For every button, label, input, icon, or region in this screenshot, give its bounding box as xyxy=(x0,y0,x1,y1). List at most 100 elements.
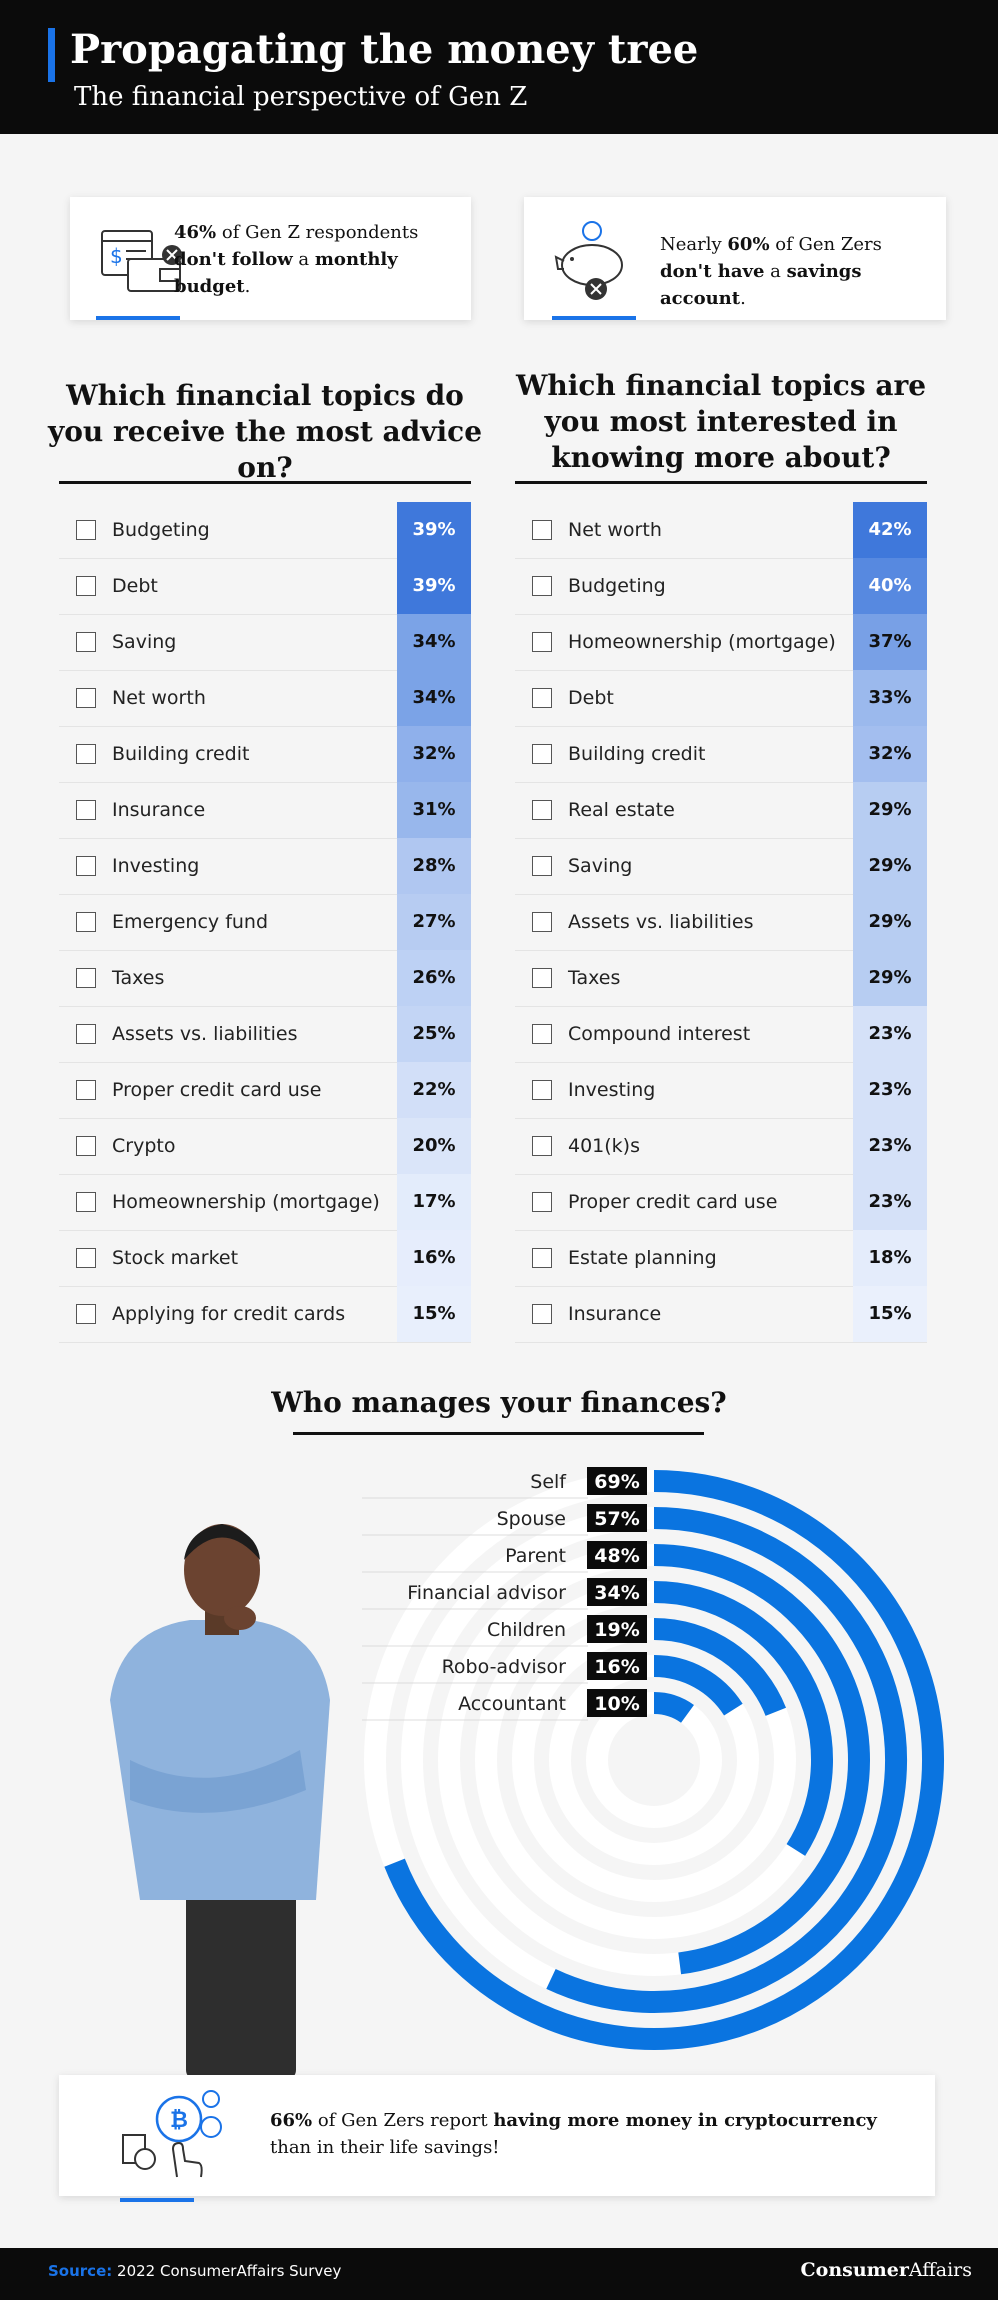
value-label: 37% xyxy=(868,631,912,652)
table-row: Investing 28% xyxy=(59,838,471,895)
svg-text:₿: ₿ xyxy=(170,2108,188,2133)
value-label: 29% xyxy=(868,911,912,932)
table-row: Taxes 26% xyxy=(59,950,471,1007)
person-illustration xyxy=(110,1524,330,2080)
category-label: Financial advisor xyxy=(407,1582,566,1604)
chart-title: Which financial topics do you receive th… xyxy=(47,379,483,484)
stat-run: 60% xyxy=(727,234,770,255)
value-label: 42% xyxy=(868,519,912,540)
row-label: Stock market xyxy=(112,1247,239,1269)
row-label: Homeownership (mortgage) xyxy=(112,1191,380,1213)
source-text: 2022 ConsumerAffairs Survey xyxy=(117,2262,342,2280)
logo: ConsumerAffairs xyxy=(801,2259,972,2281)
row-label: Building credit xyxy=(112,743,250,765)
stat-run: . xyxy=(740,288,746,309)
row-label: Homeownership (mortgage) xyxy=(568,631,836,653)
stat-run: than in their life savings! xyxy=(270,2137,500,2158)
subtitle: The financial perspective of Gen Z xyxy=(74,82,528,112)
row-label: Net worth xyxy=(568,519,662,541)
table-row: Budgeting 40% xyxy=(515,558,927,615)
value-label: 28% xyxy=(412,855,456,876)
stat-run: don't follow xyxy=(174,249,293,270)
value-cell: 17% xyxy=(397,1174,471,1230)
table-row: Emergency fund 27% xyxy=(59,894,471,951)
value-label: 18% xyxy=(868,1247,912,1268)
value-cell: 33% xyxy=(853,670,927,726)
value-label: 10% xyxy=(594,1693,639,1715)
checkbox xyxy=(532,968,552,988)
value-label: 34% xyxy=(412,687,456,708)
value-label: 39% xyxy=(412,575,456,596)
checkbox xyxy=(76,1024,96,1044)
radial-bar xyxy=(384,1470,944,2050)
checkbox xyxy=(532,1192,552,1212)
row-label: Saving xyxy=(112,631,177,653)
value-label: 23% xyxy=(868,1135,912,1156)
value-cell: 40% xyxy=(853,558,927,614)
row-label: Assets vs. liabilities xyxy=(112,1023,298,1045)
value-label: 69% xyxy=(594,1471,639,1493)
row-label: Budgeting xyxy=(568,575,666,597)
row-label: Insurance xyxy=(568,1303,662,1325)
value-label: 15% xyxy=(412,1303,456,1324)
checkbox xyxy=(76,1304,96,1324)
row-label: Taxes xyxy=(112,967,165,989)
value-label: 23% xyxy=(868,1023,912,1044)
table-row: Debt 33% xyxy=(515,670,927,727)
checkbox xyxy=(76,912,96,932)
radial-chart: 69% Self 57% Spouse 48% Parent 34% Financial ad… xyxy=(362,1467,944,2050)
row-label: Proper credit card use xyxy=(568,1191,778,1213)
value-label: 16% xyxy=(594,1656,639,1678)
category-label: Accountant xyxy=(458,1693,566,1715)
table-row: Building credit 32% xyxy=(59,726,471,783)
checkbox xyxy=(532,800,552,820)
table-row: 401(k)s 23% xyxy=(515,1118,927,1175)
checkbox xyxy=(76,1192,96,1212)
table-row: Assets vs. liabilities 29% xyxy=(515,894,927,951)
table-row: Debt 39% xyxy=(59,558,471,615)
ring-track xyxy=(586,1692,722,1828)
row-label: Compound interest xyxy=(568,1023,751,1045)
stat-card: ₿ 66% of Gen Zers report having more mon… xyxy=(59,2075,935,2196)
stat-run: . xyxy=(244,276,251,297)
category-label: Spouse xyxy=(497,1508,566,1530)
stat-text: 66% of Gen Zers report having more money… xyxy=(270,2107,910,2161)
checkbox xyxy=(76,688,96,708)
row-label: Saving xyxy=(568,855,633,877)
value-cell: 16% xyxy=(397,1230,471,1286)
value-cell: 29% xyxy=(853,782,927,838)
table-row: Applying for credit cards 15% xyxy=(59,1286,471,1343)
value-cell: 31% xyxy=(397,782,471,838)
budget-icon: $ xyxy=(101,230,182,292)
stat-run: 46% xyxy=(174,222,217,243)
checkbox xyxy=(76,632,96,652)
radial-bar xyxy=(653,1581,833,1856)
chart-title: Which financial topics are you most inte… xyxy=(515,369,927,474)
value-cell: 18% xyxy=(853,1230,927,1286)
value-label: 29% xyxy=(868,799,912,820)
radial-bar xyxy=(653,1655,743,1716)
piggy-icon xyxy=(554,221,623,300)
title-rule xyxy=(293,1432,704,1435)
value-cell: 23% xyxy=(853,1006,927,1062)
value-cell: 34% xyxy=(397,670,471,726)
stat-run: monthly budget xyxy=(174,249,398,297)
title: Propagating the money tree xyxy=(70,26,699,73)
stat-run: a xyxy=(764,261,787,282)
checkbox xyxy=(532,744,552,764)
value-label: 20% xyxy=(412,1135,456,1156)
svg-text:$: $ xyxy=(110,244,123,268)
checkbox xyxy=(532,1248,552,1268)
value-cell: 25% xyxy=(397,1006,471,1062)
table-row: Insurance 31% xyxy=(59,782,471,839)
stat-run: of Gen Zers report xyxy=(312,2110,494,2131)
stat-text: Nearly 60% of Gen Zers don't have a savi… xyxy=(660,231,930,312)
card-accent xyxy=(96,316,180,320)
table-row: Estate planning 18% xyxy=(515,1230,927,1287)
table-row: Net worth 34% xyxy=(59,670,471,727)
row-label: Estate planning xyxy=(568,1247,717,1269)
checkbox xyxy=(532,576,552,596)
value-label: 29% xyxy=(868,855,912,876)
stat-run: having more money in cryptocurrency xyxy=(493,2110,877,2131)
checkbox xyxy=(76,968,96,988)
